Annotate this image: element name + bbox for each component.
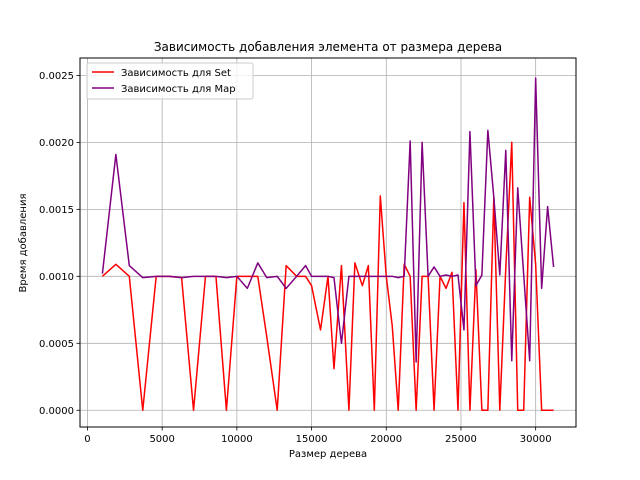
- legend-label-set: Зависимость для Set: [121, 68, 231, 79]
- plot-lines: [101, 77, 555, 412]
- y-tick-label: 0.0005: [39, 339, 74, 350]
- plot-frame: [79, 57, 577, 428]
- legend-label-map: Зависимость для Map: [121, 84, 236, 95]
- x-tick-label: 5000: [149, 434, 174, 445]
- x-tick-label: 20000: [370, 434, 402, 445]
- y-tick-label: 0.0000: [39, 406, 74, 417]
- legend-box: [86, 62, 254, 100]
- y-tick-label: 0.0015: [39, 205, 74, 216]
- chart-title: Зависимость добавления элемента от разме…: [154, 40, 502, 54]
- series-line-map: [101, 77, 555, 363]
- x-tick-label: 25000: [445, 434, 477, 445]
- x-tick-label: 0: [84, 434, 90, 445]
- legend: Зависимость для Set Зависимость для Map: [86, 62, 254, 100]
- y-axis-ticks: 0.0000 0.0005 0.0010 0.0015 0.0020 0.0025: [39, 71, 80, 417]
- x-tick-label: 10000: [221, 434, 253, 445]
- x-axis-label: Размер дерева: [289, 449, 367, 460]
- y-tick-label: 0.0020: [39, 138, 74, 149]
- y-tick-label: 0.0025: [39, 71, 74, 82]
- x-tick-label: 15000: [296, 434, 328, 445]
- x-axis-ticks: 0 5000 10000 15000 20000 25000 30000: [84, 427, 552, 445]
- x-tick-label: 30000: [520, 434, 552, 445]
- y-axis-label: Время добавления: [18, 194, 29, 293]
- y-tick-label: 0.0010: [39, 272, 74, 283]
- series-line-set: [101, 141, 554, 412]
